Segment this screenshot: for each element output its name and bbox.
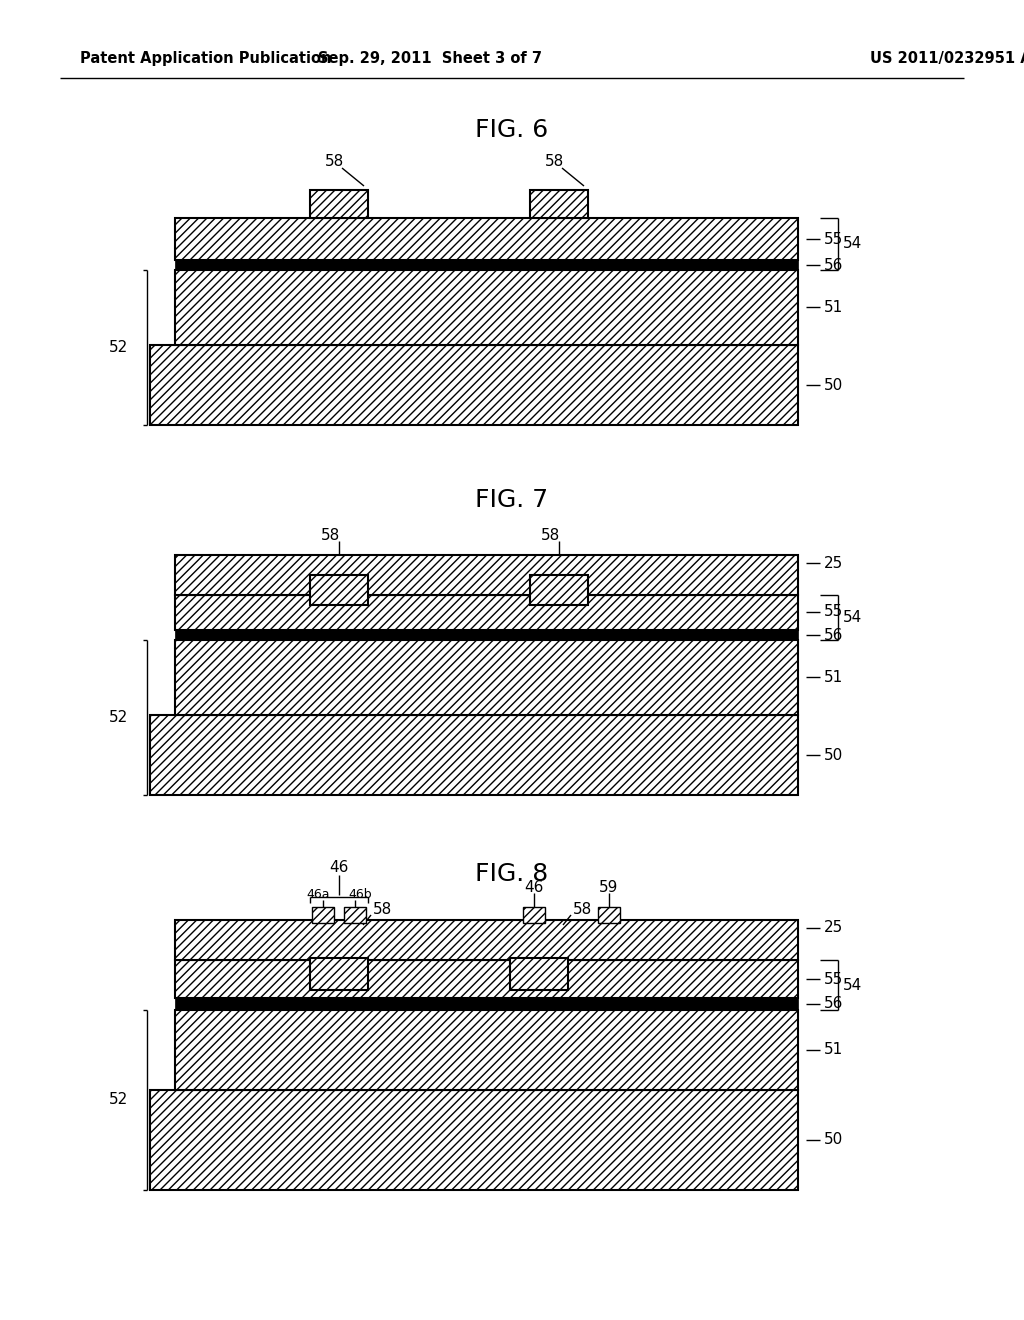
Text: 51: 51 <box>824 669 843 685</box>
Text: 58: 58 <box>542 528 560 543</box>
Bar <box>312 907 334 923</box>
Text: 46a: 46a <box>306 888 330 902</box>
Text: US 2011/0232951 A1: US 2011/0232951 A1 <box>870 50 1024 66</box>
Text: FIG. 8: FIG. 8 <box>475 862 549 886</box>
Text: 52: 52 <box>110 341 129 355</box>
Bar <box>175 260 798 271</box>
Text: 58: 58 <box>322 528 341 543</box>
Text: 58: 58 <box>373 903 392 917</box>
Bar <box>175 271 798 345</box>
Bar <box>175 218 798 260</box>
Text: 50: 50 <box>824 747 843 763</box>
Text: 59: 59 <box>599 879 618 895</box>
Text: 25: 25 <box>824 556 843 570</box>
Text: 58: 58 <box>545 154 563 169</box>
Bar <box>175 554 798 595</box>
Text: 55: 55 <box>824 605 843 619</box>
Bar <box>344 907 366 923</box>
Text: 25: 25 <box>824 920 843 936</box>
Text: FIG. 7: FIG. 7 <box>475 488 549 512</box>
Text: 52: 52 <box>110 710 129 725</box>
Text: 50: 50 <box>824 378 843 392</box>
Text: 54: 54 <box>843 610 862 624</box>
Bar <box>175 1010 798 1090</box>
Bar <box>510 958 568 990</box>
Bar <box>175 998 798 1010</box>
Bar <box>150 715 798 795</box>
Text: 58: 58 <box>573 903 592 917</box>
Text: 51: 51 <box>824 300 843 314</box>
Text: FIG. 6: FIG. 6 <box>475 117 549 143</box>
Bar <box>310 576 368 605</box>
Text: Sep. 29, 2011  Sheet 3 of 7: Sep. 29, 2011 Sheet 3 of 7 <box>318 50 542 66</box>
Text: 46: 46 <box>524 879 544 895</box>
Bar <box>310 190 368 218</box>
Bar <box>175 960 798 998</box>
Bar <box>150 1090 798 1191</box>
Text: 58: 58 <box>325 154 344 169</box>
Bar <box>175 595 798 630</box>
Text: 54: 54 <box>843 236 862 252</box>
Text: 46: 46 <box>330 859 349 874</box>
Bar <box>523 907 545 923</box>
Text: 55: 55 <box>824 231 843 247</box>
Bar <box>175 920 798 960</box>
Text: 52: 52 <box>110 1093 129 1107</box>
Text: 46b: 46b <box>348 888 372 902</box>
Bar <box>310 958 368 990</box>
Bar <box>175 630 798 640</box>
Text: 55: 55 <box>824 972 843 986</box>
Text: 56: 56 <box>824 997 844 1011</box>
Text: Patent Application Publication: Patent Application Publication <box>80 50 332 66</box>
Text: 56: 56 <box>824 627 844 643</box>
Bar <box>530 576 588 605</box>
Bar <box>530 190 588 218</box>
Bar <box>598 907 620 923</box>
Text: 50: 50 <box>824 1133 843 1147</box>
Bar <box>175 640 798 715</box>
Text: 54: 54 <box>843 978 862 993</box>
Text: 56: 56 <box>824 257 844 272</box>
Bar <box>150 345 798 425</box>
Text: 51: 51 <box>824 1043 843 1057</box>
